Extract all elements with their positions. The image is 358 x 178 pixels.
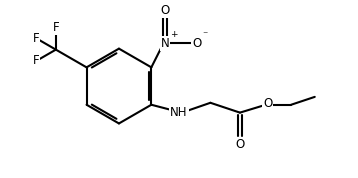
Text: ⁻: ⁻ — [202, 30, 207, 41]
Text: F: F — [53, 22, 59, 35]
Text: O: O — [263, 97, 272, 110]
Text: F: F — [33, 32, 39, 45]
Text: F: F — [33, 54, 39, 67]
Text: O: O — [235, 138, 245, 151]
Text: O: O — [160, 4, 170, 17]
Text: N: N — [161, 37, 169, 50]
Text: NH: NH — [170, 106, 188, 119]
Text: +: + — [170, 30, 177, 39]
Text: O: O — [192, 37, 201, 50]
